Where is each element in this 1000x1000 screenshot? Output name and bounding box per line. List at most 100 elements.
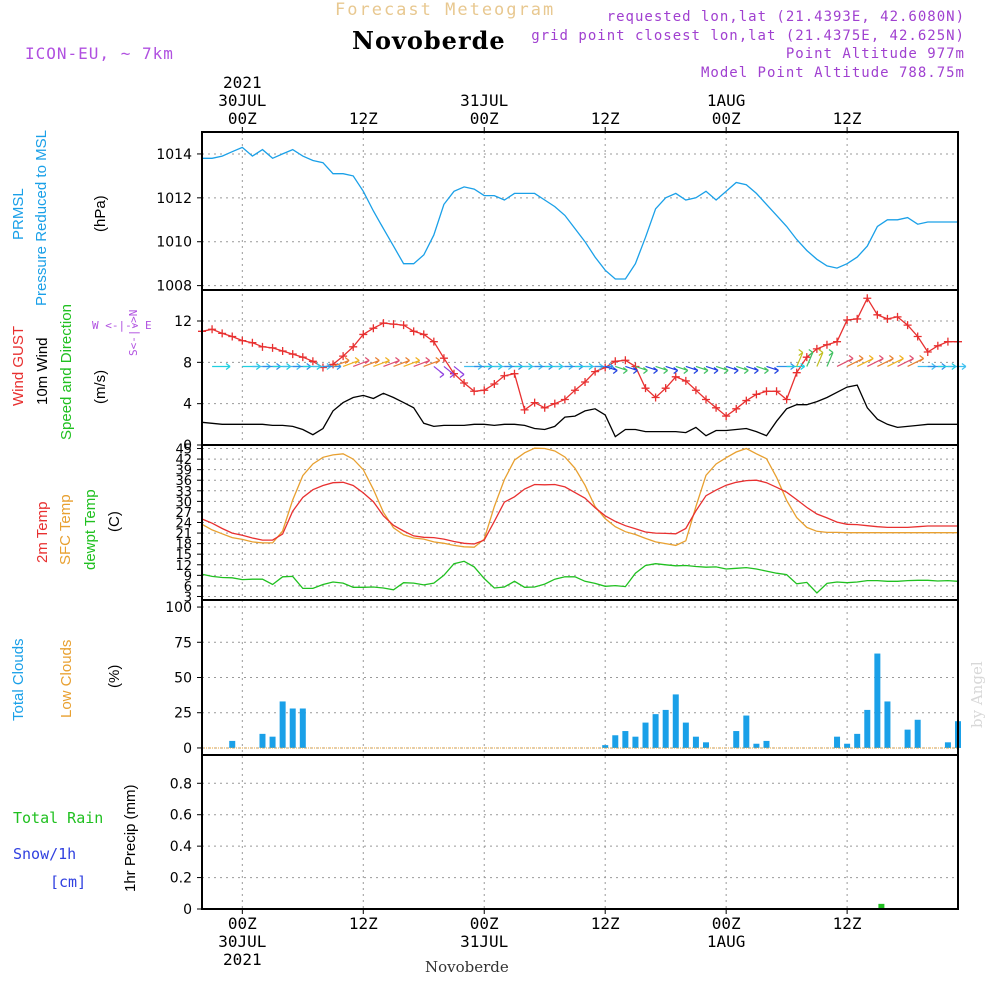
cloud-bar <box>259 733 266 748</box>
gust-marker <box>591 367 600 376</box>
wind-arrow-head <box>225 362 231 370</box>
wind-arrow <box>403 359 420 368</box>
wind-arrow-head <box>663 366 668 374</box>
requested-coords: requested lon,lat (21.4393E, 42.6080N) <box>606 9 965 25</box>
grid-point-coords: grid point closest lon,lat (21.4375E, 42… <box>531 28 965 44</box>
wind-arrow <box>332 359 350 368</box>
clouds-tick-label-4: 100 <box>165 600 192 616</box>
bottom-time-label: 00Z <box>470 914 499 933</box>
cloud-bar <box>864 709 871 748</box>
gust-marker <box>439 354 448 363</box>
wind-arrow-head <box>764 366 769 374</box>
wind-arrow-head <box>395 356 400 364</box>
cloud-bar <box>733 731 740 748</box>
pressure-tick-label-3: 1014 <box>156 147 192 163</box>
gust-marker <box>621 356 630 365</box>
cloud-bar <box>229 740 236 748</box>
bottom-time-label: 31JUL <box>460 932 508 951</box>
cloud-bar <box>622 731 629 748</box>
bottom-time-label: 12Z <box>349 914 378 933</box>
wind-arrow <box>383 359 400 368</box>
wind-arrow <box>352 359 370 368</box>
temperature-tick-label-10: 33 <box>175 485 192 500</box>
temperature-tick-label-4: 15 <box>175 548 192 563</box>
wind-arrow <box>423 359 440 368</box>
temperature-tick-label-12: 39 <box>175 464 192 479</box>
bottom-time-label: 1AUG <box>707 932 746 951</box>
gust-marker <box>691 386 700 395</box>
wind-arrow <box>725 365 739 372</box>
top-time-label: 31JUL <box>460 91 508 110</box>
rain-label: Total Rain <box>13 809 104 827</box>
gust-marker <box>792 368 801 377</box>
bottom-time-label: 00Z <box>712 914 741 933</box>
wind-arrow <box>685 365 699 372</box>
gust-marker <box>722 412 731 421</box>
model-altitude: Model Point Altitude 788.75m <box>700 65 965 81</box>
pressure-tick-label-0: 1008 <box>156 279 192 295</box>
cloud-bar <box>682 722 689 748</box>
wind-arrow-head <box>848 354 854 362</box>
wind-arrow <box>746 365 759 372</box>
gust-marker <box>429 337 438 346</box>
wind-arrow <box>373 359 390 368</box>
gust-marker <box>218 329 227 338</box>
gust-marker <box>208 325 217 334</box>
wind-arrow-head <box>909 354 914 362</box>
pressure-tick-label-2: 1012 <box>156 191 192 207</box>
wind-tick-label-3: 12 <box>174 314 192 330</box>
location-title: Novoberde <box>352 26 506 55</box>
bottom-time-label: 2021 <box>223 950 262 969</box>
cloud-bar <box>904 729 911 748</box>
gust-marker <box>550 399 559 408</box>
cloud-bar <box>279 701 286 748</box>
wind-arrow-head <box>653 366 658 374</box>
wind-arrow <box>826 352 834 367</box>
dewpoint-line <box>201 560 959 594</box>
wind-arrow-head <box>633 366 638 374</box>
wind-arrow-head <box>435 356 441 364</box>
clouds-tick-label-3: 75 <box>174 635 192 651</box>
gust-marker <box>510 369 519 378</box>
wind-arrow-head <box>336 362 342 370</box>
temperature-tick-label-7: 24 <box>175 517 192 532</box>
gust-marker <box>409 327 418 336</box>
precip-tick-label-3: 0.6 <box>170 808 192 824</box>
wind-arrow-head <box>828 348 834 356</box>
cloud-bar <box>703 742 709 748</box>
gust-marker <box>258 342 267 351</box>
gust-marker <box>923 348 932 356</box>
top-time-label: 12Z <box>833 109 862 128</box>
pressure-line <box>202 146 958 280</box>
clouds-tick-label-2: 50 <box>174 671 192 687</box>
compass-we: W <-|-> E <box>92 319 152 332</box>
temperature-tick-label-2: 9 <box>184 569 192 584</box>
gust-marker <box>419 330 428 339</box>
wind-arrow-head <box>808 348 814 356</box>
cloud-bar <box>743 715 750 748</box>
wind-arrow <box>655 365 668 372</box>
gust-marker <box>742 396 751 405</box>
gust-marker <box>238 336 247 345</box>
wind-arrow <box>806 352 814 367</box>
wind-arrow-head <box>612 366 618 374</box>
gust-line <box>201 296 958 417</box>
gust-marker <box>661 384 670 393</box>
cloud-bar <box>672 694 679 748</box>
panel-frame-precip <box>201 754 959 910</box>
gust-marker <box>228 332 237 341</box>
top-time-label: 00Z <box>712 109 741 128</box>
clouds-tick-label-1: 25 <box>174 706 192 722</box>
gust-marker <box>732 404 741 413</box>
wind-tick-label-0: 0 <box>183 438 192 454</box>
wind-arrow <box>615 365 628 372</box>
gust-marker <box>802 353 811 362</box>
precip-tick-label-0: 0 <box>183 902 192 918</box>
wind-arrow <box>816 352 824 367</box>
top-time-label: 00Z <box>470 109 499 128</box>
bottom-time-label: 30JUL <box>218 932 266 951</box>
cloud-bar <box>874 653 881 748</box>
top-time-label: 1AUG <box>707 91 746 110</box>
wind-arrow <box>756 365 769 372</box>
panel-frame-wind <box>201 289 959 446</box>
